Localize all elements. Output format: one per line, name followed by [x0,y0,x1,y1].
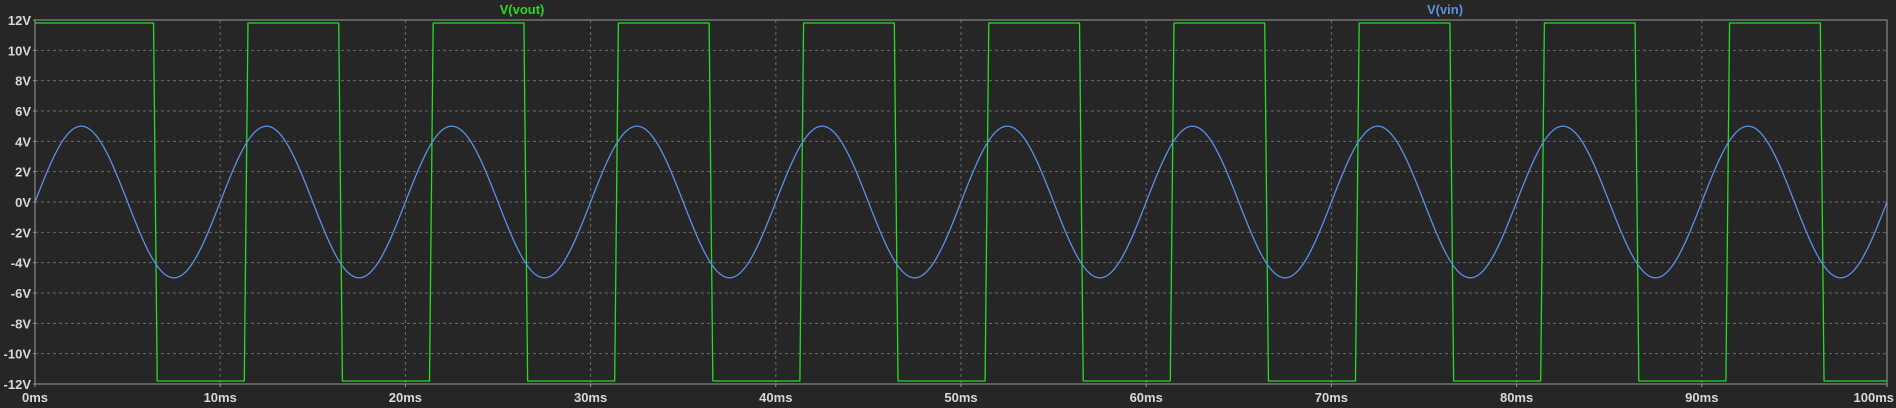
y-tick-label-6: 0V [15,195,31,210]
x-tick-label-8: 80ms [1500,390,1533,405]
y-tick-label-3: 6V [15,104,31,119]
x-tick-label-7: 70ms [1315,390,1348,405]
x-tick-label-6: 60ms [1130,390,1163,405]
y-tick-label-2: 8V [15,74,31,89]
trace-legend: V(vout) V(vin) [500,2,1463,17]
x-tick-label-2: 20ms [389,390,422,405]
y-tick-label-11: -10V [4,347,32,362]
y-tick-label-8: -4V [11,256,32,271]
y-tick-label-10: -8V [11,316,32,331]
y-tick-label-5: 2V [15,165,31,180]
x-tick-label-5: 50ms [944,390,977,405]
y-tick-label-4: 4V [15,134,31,149]
series-line-vin [34,125,1888,279]
x-tick-label-3: 30ms [574,390,607,405]
series-traces [34,22,1888,382]
legend-label-vout[interactable]: V(vout) [500,2,545,17]
x-tick-label-10: 100ms [1854,390,1894,405]
y-tick-label-0: 12V [8,13,31,28]
y-tick-label-9: -6V [11,286,32,301]
y-tick-label-1: 10V [8,43,31,58]
x-tick-label-0: 0ms [22,390,48,405]
x-tick-label-1: 10ms [204,390,237,405]
x-tick-label-4: 40ms [759,390,792,405]
x-tick-label-9: 90ms [1685,390,1718,405]
series-line-vout [35,22,1887,382]
legend-label-vin[interactable]: V(vin) [1427,2,1463,17]
y-tick-label-12: -12V [4,377,32,392]
y-tick-label-7: -2V [11,225,32,240]
